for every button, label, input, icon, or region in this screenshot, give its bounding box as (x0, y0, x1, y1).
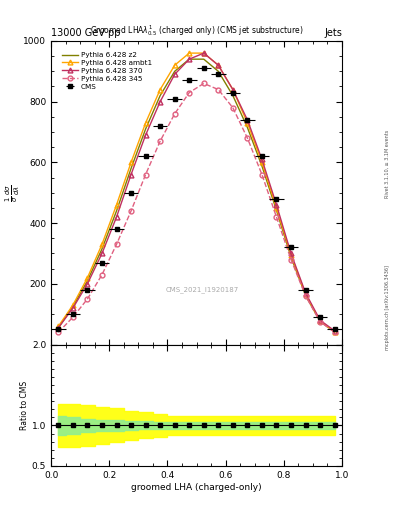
Pythia 6.428 ambt1 (71, 302, 75, 308)
Pythia 6.428 345 (129, 208, 134, 214)
Y-axis label: $\frac{1}{\sigma}\,\frac{d\sigma}{d\lambda}$: $\frac{1}{\sigma}\,\frac{d\sigma}{d\lamb… (4, 184, 22, 202)
Pythia 6.428 345 (303, 293, 308, 299)
Pythia 6.428 z2 (158, 93, 163, 99)
Pythia 6.428 345 (289, 257, 294, 263)
Pythia 6.428 370 (289, 250, 294, 257)
Pythia 6.428 345 (173, 111, 177, 117)
Pythia 6.428 345 (143, 172, 148, 178)
Pythia 6.428 z2 (202, 56, 206, 62)
Pythia 6.428 345 (332, 329, 337, 335)
Pythia 6.428 370 (216, 62, 221, 68)
Pythia 6.428 z2 (274, 207, 279, 214)
Pythia 6.428 370 (187, 56, 192, 62)
Pythia 6.428 370 (260, 156, 264, 162)
Pythia 6.428 ambt1 (260, 159, 264, 165)
Text: Groomed LHA$\lambda^{1}_{0.5}$ (charged only) (CMS jet substructure): Groomed LHA$\lambda^{1}_{0.5}$ (charged … (90, 23, 303, 38)
Pythia 6.428 ambt1 (245, 120, 250, 126)
Pythia 6.428 345 (274, 214, 279, 220)
Pythia 6.428 370 (231, 87, 235, 93)
Pythia 6.428 ambt1 (129, 159, 134, 165)
Text: CMS_2021_I1920187: CMS_2021_I1920187 (166, 287, 239, 293)
Pythia 6.428 z2 (71, 304, 75, 310)
Pythia 6.428 345 (114, 241, 119, 247)
Pythia 6.428 370 (85, 281, 90, 287)
Legend: Pythia 6.428 z2, Pythia 6.428 ambt1, Pythia 6.428 370, Pythia 6.428 345, CMS: Pythia 6.428 z2, Pythia 6.428 ambt1, Pyt… (61, 51, 153, 91)
Pythia 6.428 ambt1 (332, 329, 337, 335)
Pythia 6.428 370 (245, 117, 250, 123)
Pythia 6.428 ambt1 (114, 202, 119, 208)
Pythia 6.428 ambt1 (289, 252, 294, 258)
Pythia 6.428 z2 (114, 208, 119, 214)
X-axis label: groomed LHA (charged-only): groomed LHA (charged-only) (131, 482, 262, 492)
Pythia 6.428 z2 (143, 126, 148, 132)
Line: Pythia 6.428 ambt1: Pythia 6.428 ambt1 (56, 51, 337, 334)
Pythia 6.428 ambt1 (143, 120, 148, 126)
Pythia 6.428 345 (56, 329, 61, 335)
Pythia 6.428 345 (85, 296, 90, 302)
Pythia 6.428 370 (332, 328, 337, 334)
Pythia 6.428 ambt1 (318, 318, 323, 324)
Pythia 6.428 370 (56, 325, 61, 331)
Pythia 6.428 345 (71, 314, 75, 321)
Pythia 6.428 z2 (231, 93, 235, 99)
Pythia 6.428 345 (158, 138, 163, 144)
Text: mcplots.cern.ch [arXiv:1306.3436]: mcplots.cern.ch [arXiv:1306.3436] (385, 265, 390, 350)
Text: Rivet 3.1.10, ≥ 3.1M events: Rivet 3.1.10, ≥ 3.1M events (385, 130, 390, 198)
Pythia 6.428 ambt1 (202, 50, 206, 56)
Pythia 6.428 370 (143, 132, 148, 138)
Pythia 6.428 ambt1 (187, 50, 192, 56)
Pythia 6.428 z2 (85, 278, 90, 284)
Pythia 6.428 370 (71, 305, 75, 311)
Pythia 6.428 z2 (260, 163, 264, 169)
Pythia 6.428 370 (129, 172, 134, 178)
Line: Pythia 6.428 z2: Pythia 6.428 z2 (59, 59, 335, 332)
Pythia 6.428 345 (318, 318, 323, 325)
Pythia 6.428 370 (202, 50, 206, 56)
Pythia 6.428 z2 (245, 124, 250, 131)
Pythia 6.428 ambt1 (303, 291, 308, 297)
Pythia 6.428 z2 (187, 56, 192, 62)
Line: Pythia 6.428 370: Pythia 6.428 370 (56, 51, 337, 333)
Line: Pythia 6.428 345: Pythia 6.428 345 (56, 81, 337, 335)
Pythia 6.428 370 (173, 71, 177, 77)
Pythia 6.428 ambt1 (231, 87, 235, 93)
Pythia 6.428 z2 (129, 165, 134, 172)
Pythia 6.428 z2 (100, 246, 105, 252)
Pythia 6.428 345 (231, 104, 235, 111)
Pythia 6.428 ambt1 (158, 87, 163, 93)
Pythia 6.428 370 (100, 250, 105, 257)
Pythia 6.428 ambt1 (56, 323, 61, 329)
Y-axis label: Ratio to CMS: Ratio to CMS (20, 380, 29, 430)
Pythia 6.428 z2 (332, 329, 337, 335)
Pythia 6.428 345 (216, 87, 221, 93)
Pythia 6.428 ambt1 (216, 62, 221, 68)
Pythia 6.428 345 (245, 135, 250, 141)
Pythia 6.428 z2 (318, 318, 323, 325)
Pythia 6.428 ambt1 (274, 205, 279, 211)
Pythia 6.428 370 (158, 99, 163, 105)
Pythia 6.428 z2 (303, 292, 308, 298)
Pythia 6.428 345 (260, 172, 264, 178)
Pythia 6.428 z2 (56, 325, 61, 331)
Pythia 6.428 370 (303, 290, 308, 296)
Pythia 6.428 z2 (173, 68, 177, 74)
Pythia 6.428 345 (202, 80, 206, 87)
Text: 13000 GeV pp: 13000 GeV pp (51, 28, 121, 38)
Pythia 6.428 ambt1 (85, 274, 90, 281)
Pythia 6.428 345 (100, 271, 105, 278)
Pythia 6.428 z2 (216, 68, 221, 74)
Pythia 6.428 ambt1 (100, 241, 105, 247)
Pythia 6.428 345 (187, 90, 192, 96)
Pythia 6.428 z2 (289, 254, 294, 260)
Pythia 6.428 370 (318, 317, 323, 323)
Pythia 6.428 370 (274, 202, 279, 208)
Pythia 6.428 370 (114, 214, 119, 220)
Pythia 6.428 ambt1 (173, 62, 177, 68)
Text: Jets: Jets (324, 28, 342, 38)
